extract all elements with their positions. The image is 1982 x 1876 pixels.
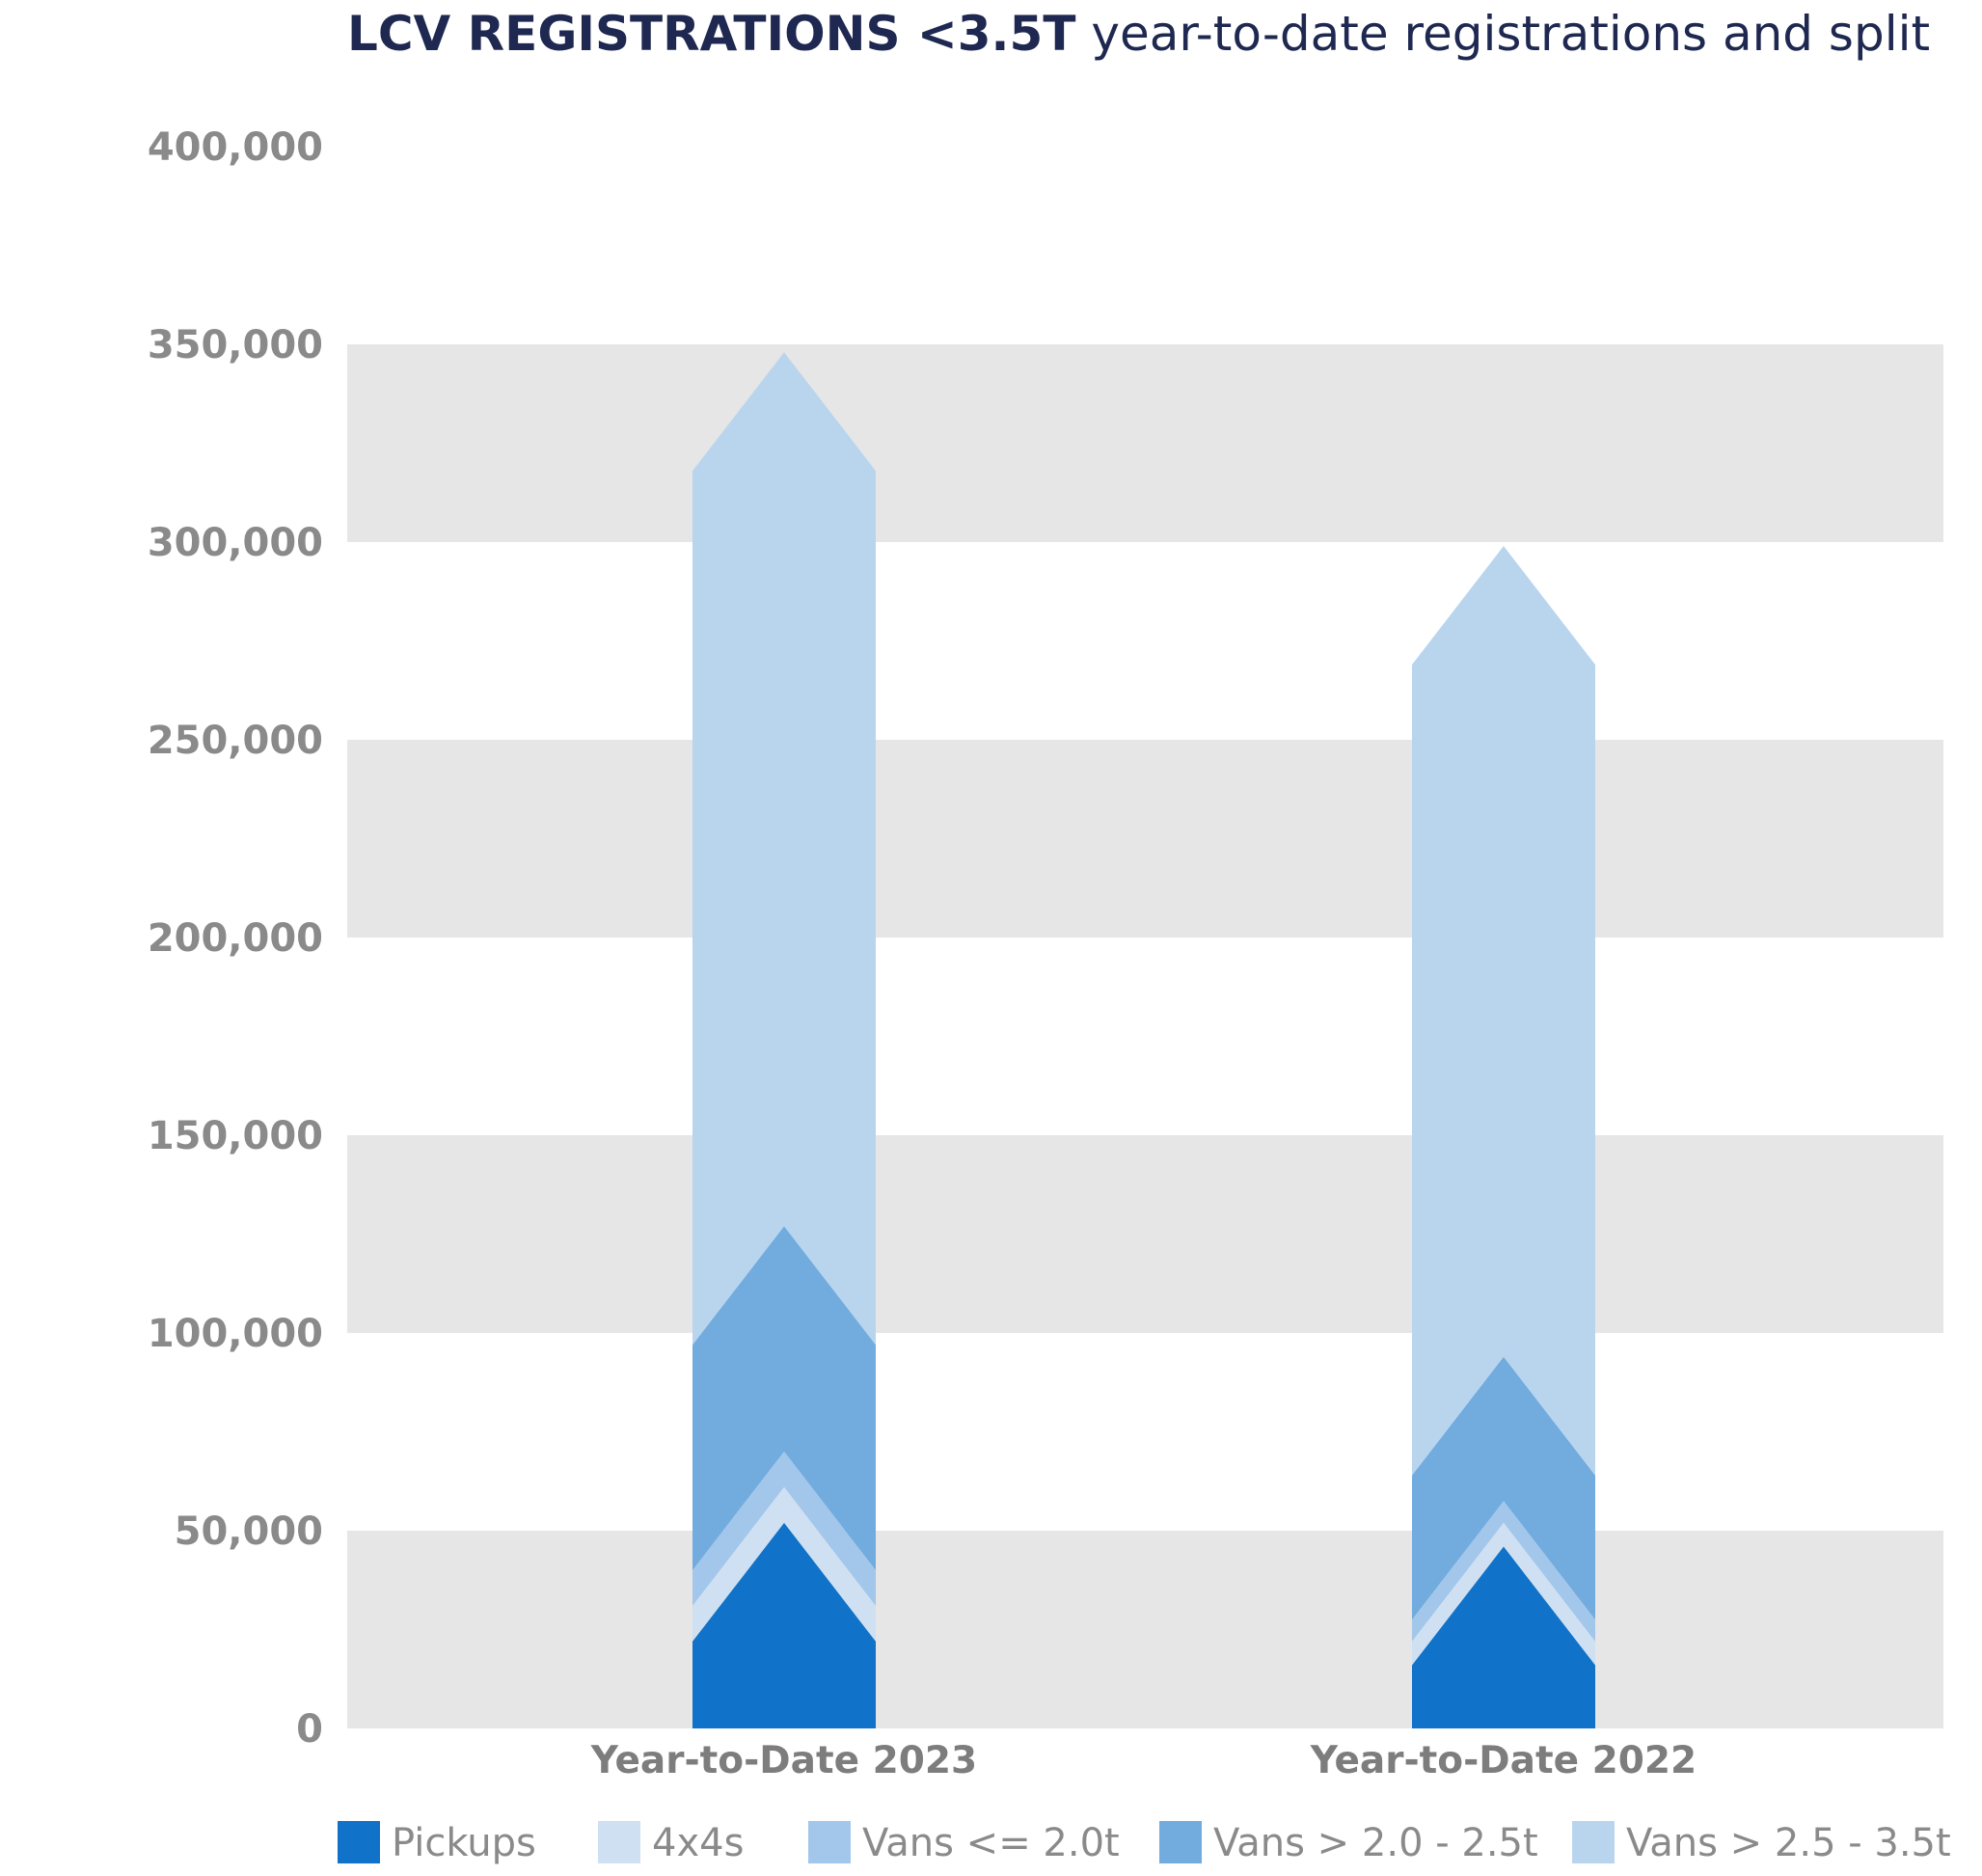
legend-label-2: Vans <= 2.0t: [862, 1821, 1120, 1865]
y-axis-tick-labels: 0 50,000 100,000 150,000 200,000 250,000 300,0…: [148, 125, 323, 1752]
y-tick-label: 300,000: [148, 521, 323, 565]
chart-subtitle: year-to-date registrations and split: [1091, 6, 1931, 62]
bar-segment-1-1: [1412, 1522, 1595, 1666]
chart-title: LCV REGISTRATIONS <3.5T year-to-date reg…: [347, 4, 1930, 64]
legend-swatch-0: [338, 1821, 380, 1863]
bars: [692, 352, 1595, 1728]
x-tick-label: Year-to-Date 2023: [590, 1739, 977, 1782]
grid-band-0: [347, 1531, 1943, 1728]
bar-segment-0-3: [692, 1226, 876, 1570]
x-axis-tick-labels: Year-to-Date 2023 Year-to-Date 2022: [590, 1739, 1697, 1782]
y-tick-label: 200,000: [148, 916, 323, 961]
legend-label-0: Pickups: [392, 1821, 536, 1865]
grid-band-6: [347, 344, 1943, 542]
y-tick-label: 400,000: [148, 125, 323, 170]
bar-segment-0-1: [692, 1486, 876, 1642]
grid-band-2: [347, 1135, 1943, 1333]
grid-band-4: [347, 740, 1943, 938]
bar-segment-0-4: [692, 352, 876, 1346]
legend-swatch-1: [598, 1821, 640, 1863]
y-tick-label: 0: [296, 1707, 323, 1752]
bar-segment-1-3: [1412, 1356, 1595, 1620]
legend-label-1: 4x4s: [652, 1821, 744, 1865]
y-tick-label: 250,000: [148, 719, 323, 763]
legend-label-4: Vans > 2.5 - 3.5t: [1626, 1821, 1951, 1865]
y-tick-label: 150,000: [148, 1114, 323, 1158]
legend-swatch-3: [1159, 1821, 1202, 1863]
chart-title-main: LCV REGISTRATIONS <3.5T: [347, 6, 1076, 62]
legend-swatch-4: [1572, 1821, 1615, 1863]
y-tick-label: 50,000: [175, 1509, 323, 1554]
y-tick-label: 100,000: [148, 1312, 323, 1356]
legend: Pickups 4x4s Vans <= 2.0t Vans > 2.0 - 2.5t…: [338, 1821, 1951, 1865]
y-tick-label: 350,000: [148, 323, 323, 367]
legend-label-3: Vans > 2.0 - 2.5t: [1213, 1821, 1538, 1865]
legend-swatch-2: [808, 1821, 851, 1863]
bar-segment-0-0: [692, 1522, 876, 1728]
x-tick-label: Year-to-Date 2022: [1310, 1739, 1697, 1782]
bar-segment-1-0: [1412, 1546, 1595, 1728]
grid-bands: [347, 344, 1943, 1728]
bar-segment-0-2: [692, 1452, 876, 1606]
bar-segment-1-4: [1412, 546, 1595, 1476]
